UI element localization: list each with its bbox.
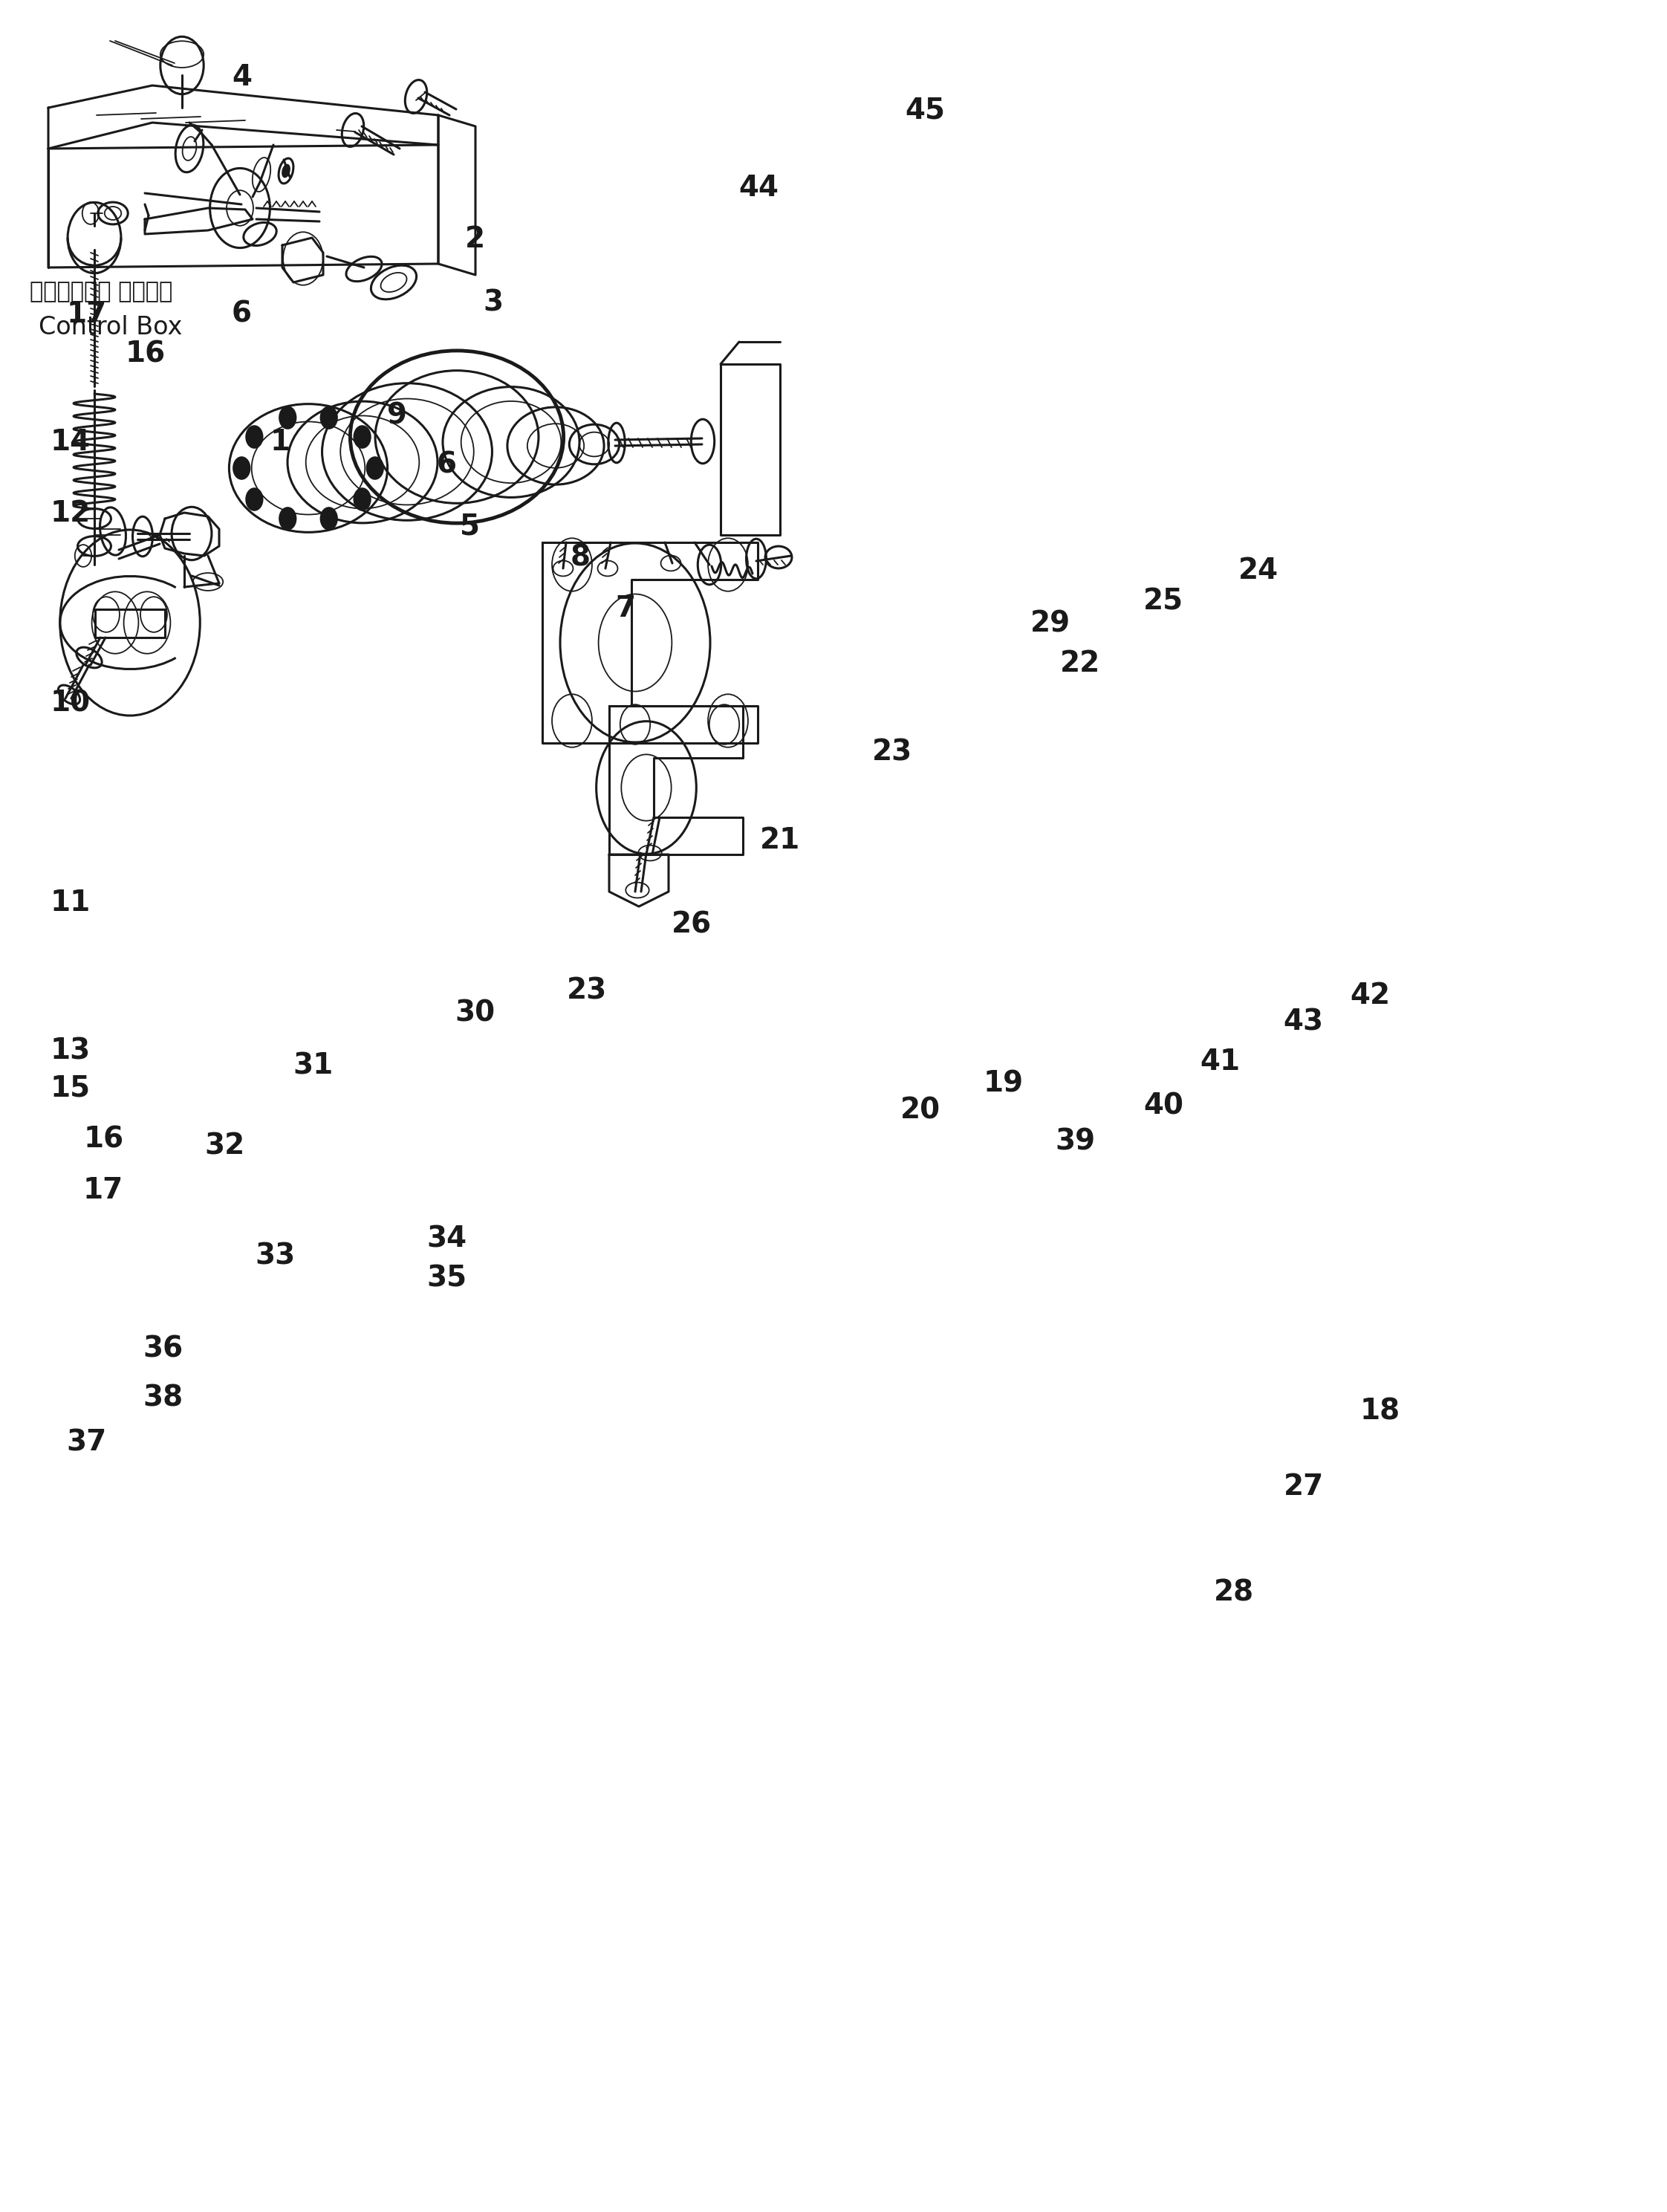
- Text: 2: 2: [465, 226, 485, 252]
- Text: 23: 23: [872, 739, 912, 765]
- Text: 5: 5: [460, 513, 480, 540]
- Text: 8: 8: [570, 544, 590, 571]
- Text: 16: 16: [125, 341, 165, 367]
- Text: 6: 6: [232, 301, 252, 327]
- Text: 22: 22: [1060, 650, 1100, 677]
- Text: 16: 16: [83, 1126, 123, 1152]
- Text: 39: 39: [1055, 1128, 1095, 1155]
- Text: 11: 11: [50, 889, 90, 916]
- Text: 14: 14: [50, 429, 90, 456]
- Text: 20: 20: [900, 1097, 940, 1124]
- Text: 44: 44: [738, 175, 778, 201]
- Text: 13: 13: [50, 1037, 90, 1064]
- Text: 27: 27: [1284, 1473, 1324, 1500]
- Text: 15: 15: [50, 1075, 90, 1102]
- Text: 6: 6: [437, 451, 457, 478]
- Circle shape: [367, 458, 383, 480]
- Circle shape: [280, 507, 297, 529]
- Circle shape: [320, 507, 337, 529]
- Text: 7: 7: [615, 595, 635, 622]
- Text: 4: 4: [232, 64, 252, 91]
- Text: 19: 19: [984, 1071, 1024, 1097]
- Text: 17: 17: [83, 1177, 123, 1203]
- Text: 18: 18: [1360, 1398, 1400, 1425]
- Text: 9: 9: [387, 403, 407, 429]
- Text: 36: 36: [143, 1336, 183, 1363]
- Text: 37: 37: [67, 1429, 107, 1455]
- Text: 35: 35: [427, 1265, 467, 1292]
- Text: Control Box: Control Box: [38, 314, 182, 341]
- Text: 29: 29: [1030, 611, 1070, 637]
- Circle shape: [247, 427, 263, 449]
- Text: コントロール ボックス: コントロール ボックス: [30, 281, 173, 303]
- Text: 42: 42: [1350, 982, 1390, 1009]
- Text: 28: 28: [1214, 1579, 1254, 1606]
- Circle shape: [353, 427, 370, 449]
- Text: 10: 10: [50, 690, 90, 717]
- Text: 38: 38: [143, 1385, 183, 1411]
- Text: 43: 43: [1284, 1009, 1324, 1035]
- Text: 34: 34: [427, 1225, 467, 1252]
- Text: 17: 17: [67, 301, 107, 327]
- Text: 25: 25: [1144, 588, 1184, 615]
- Text: 32: 32: [205, 1133, 245, 1159]
- Circle shape: [247, 489, 263, 511]
- Circle shape: [353, 489, 370, 511]
- Text: 41: 41: [1200, 1048, 1240, 1075]
- Text: 24: 24: [1239, 557, 1279, 584]
- Circle shape: [280, 407, 297, 429]
- Text: 40: 40: [1144, 1093, 1184, 1119]
- Text: 1: 1: [270, 429, 290, 456]
- Text: 23: 23: [567, 978, 607, 1004]
- Text: 30: 30: [455, 1000, 495, 1026]
- Text: 45: 45: [905, 97, 945, 124]
- Text: 33: 33: [255, 1243, 295, 1270]
- Circle shape: [320, 407, 337, 429]
- Text: 12: 12: [50, 500, 90, 526]
- Text: 31: 31: [293, 1053, 333, 1079]
- Text: 21: 21: [760, 827, 800, 854]
- Text: 26: 26: [672, 911, 712, 938]
- Circle shape: [233, 458, 250, 480]
- Text: 3: 3: [483, 290, 503, 316]
- Ellipse shape: [282, 164, 290, 177]
